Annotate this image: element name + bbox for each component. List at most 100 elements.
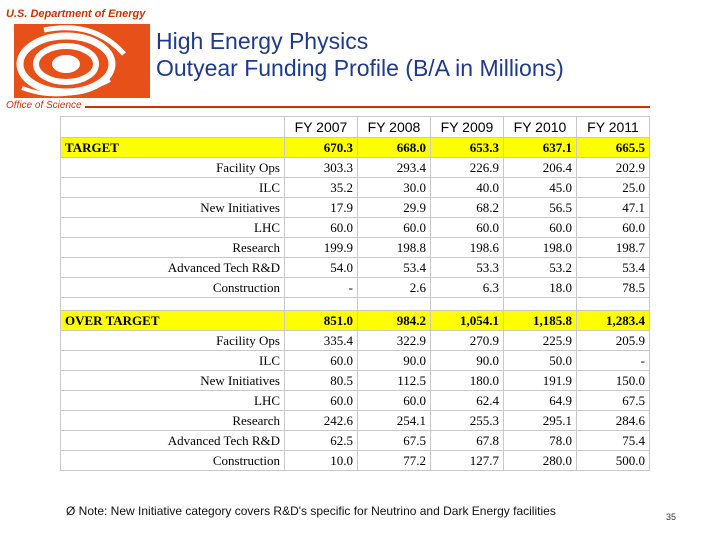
spacer-cell (503, 297, 577, 311)
cell-value: 206.4 (503, 157, 577, 178)
cell-value: 60.0 (357, 390, 431, 411)
spacer-cell (576, 297, 650, 311)
row-label: Research (60, 237, 285, 258)
cell-value: 284.6 (576, 410, 650, 431)
spacer-cell (430, 297, 504, 311)
table-row: Construction -2.6 6.3 18.0 78.5 (60, 277, 650, 298)
cell-value: 303.3 (284, 157, 358, 178)
cell-value: 225.9 (503, 330, 577, 351)
cell-value: 295.1 (503, 410, 577, 431)
target-total-row: TARGET 670.3 668.0 653.3 637.1 665.5 (60, 137, 650, 158)
cell-value: 198.7 (576, 237, 650, 258)
cell-value: 67.5 (576, 390, 650, 411)
cell-value: 30.0 (357, 177, 431, 198)
cell-value: 60.0 (430, 217, 504, 238)
funding-table-body: FY 2007 FY 2008 FY 2009 FY 2010 FY 2011 TARGE… (60, 116, 650, 471)
cell-value: 67.5 (357, 430, 431, 451)
funding-table: FY 2007 FY 2008 FY 2009 FY 2010 FY 2011 TARGE… (60, 116, 650, 471)
cell-value: 60.0 (284, 390, 358, 411)
cell-value: 6.3 (430, 277, 504, 298)
cell-value: 322.9 (357, 330, 431, 351)
cell-value: 53.4 (357, 257, 431, 278)
office-label: Office of Science (6, 100, 85, 111)
total-value: 1,185.8 (503, 310, 577, 331)
cell-value: 62.5 (284, 430, 358, 451)
header-blank (60, 116, 285, 138)
row-label: Facility Ops (60, 330, 285, 351)
cell-value: 80.5 (284, 370, 358, 391)
total-value: 668.0 (357, 137, 431, 158)
total-value: 851.0 (284, 310, 358, 331)
total-value: 1,283.4 (576, 310, 650, 331)
cell-value: 255.3 (430, 410, 504, 431)
total-value: 1,054.1 (430, 310, 504, 331)
row-label: Advanced Tech R&D (60, 430, 285, 451)
table-row: Advanced Tech R&D 62.5 67.5 67.8 78.0 75.4 (60, 430, 650, 451)
total-value: 665.5 (576, 137, 650, 158)
title-line-1: High Energy Physics (156, 28, 369, 54)
cell-value: 64.9 (503, 390, 577, 411)
total-value: 637.1 (503, 137, 577, 158)
cell-value: 60.0 (357, 217, 431, 238)
cell-value: 53.3 (430, 257, 504, 278)
cell-value: 90.0 (430, 350, 504, 371)
cell-value: - (284, 277, 358, 298)
table-row: LHC 60.0 60.0 62.4 64.9 67.5 (60, 390, 650, 411)
cell-value: 53.4 (576, 257, 650, 278)
cell-value: 280.0 (503, 450, 577, 471)
table-row: ILC 35.2 30.0 40.0 45.0 25.0 (60, 177, 650, 198)
total-value: 984.2 (357, 310, 431, 331)
cell-value: 62.4 (430, 390, 504, 411)
section-label: TARGET (60, 137, 285, 158)
row-label: New Initiatives (60, 197, 285, 218)
row-label: Advanced Tech R&D (60, 257, 285, 278)
row-label: Research (60, 410, 285, 431)
spacer-cell (60, 297, 285, 311)
cell-value: 199.9 (284, 237, 358, 258)
section-label: OVER TARGET (60, 310, 285, 331)
header-divider (60, 106, 650, 108)
cell-value: 112.5 (357, 370, 431, 391)
cell-value: 29.9 (357, 197, 431, 218)
page-title: High Energy Physics Outyear Funding Prof… (156, 28, 564, 82)
cell-value: 335.4 (284, 330, 358, 351)
cell-value: 40.0 (430, 177, 504, 198)
cell-value: 198.0 (503, 237, 577, 258)
cell-value: 242.6 (284, 410, 358, 431)
cell-value: 47.1 (576, 197, 650, 218)
cell-value: 191.9 (503, 370, 577, 391)
cell-value: 50.0 (503, 350, 577, 371)
cell-value: 78.5 (576, 277, 650, 298)
cell-value: 10.0 (284, 450, 358, 471)
cell-value: 67.8 (430, 430, 504, 451)
footnote: Ø Note: New Initiative category covers R… (66, 504, 556, 518)
cell-value: 35.2 (284, 177, 358, 198)
table-row: Facility Ops 335.4 322.9 270.9 225.9 205.9 (60, 330, 650, 351)
cell-value: 75.4 (576, 430, 650, 451)
column-header: FY 2010 (503, 116, 577, 138)
cell-value: 180.0 (430, 370, 504, 391)
spacer-row (60, 297, 650, 311)
cell-value: 78.0 (503, 430, 577, 451)
cell-value: 198.6 (430, 237, 504, 258)
cell-value: 60.0 (284, 217, 358, 238)
cell-value: 270.9 (430, 330, 504, 351)
page-number: 35 (666, 512, 677, 522)
cell-value: 2.6 (357, 277, 431, 298)
table-row: ILC 60.0 90.0 90.0 50.0- (60, 350, 650, 371)
cell-value: 500.0 (576, 450, 650, 471)
table-header-row: FY 2007 FY 2008 FY 2009 FY 2010 FY 2011 (60, 116, 650, 138)
row-label: New Initiatives (60, 370, 285, 391)
cell-value: 68.2 (430, 197, 504, 218)
cell-value: 254.1 (357, 410, 431, 431)
table-row: Construction 10.0 77.2 127.7 280.0 500.0 (60, 450, 650, 471)
table-row: Research 242.6 254.1 255.3 295.1 284.6 (60, 410, 650, 431)
cell-value: 150.0 (576, 370, 650, 391)
row-label: ILC (60, 350, 285, 371)
cell-value: 53.2 (503, 257, 577, 278)
spacer-cell (284, 297, 358, 311)
table-row: Advanced Tech R&D 54.0 53.4 53.3 53.2 53.4 (60, 257, 650, 278)
cell-value: 198.8 (357, 237, 431, 258)
cell-value: 60.0 (576, 217, 650, 238)
cell-value: 56.5 (503, 197, 577, 218)
